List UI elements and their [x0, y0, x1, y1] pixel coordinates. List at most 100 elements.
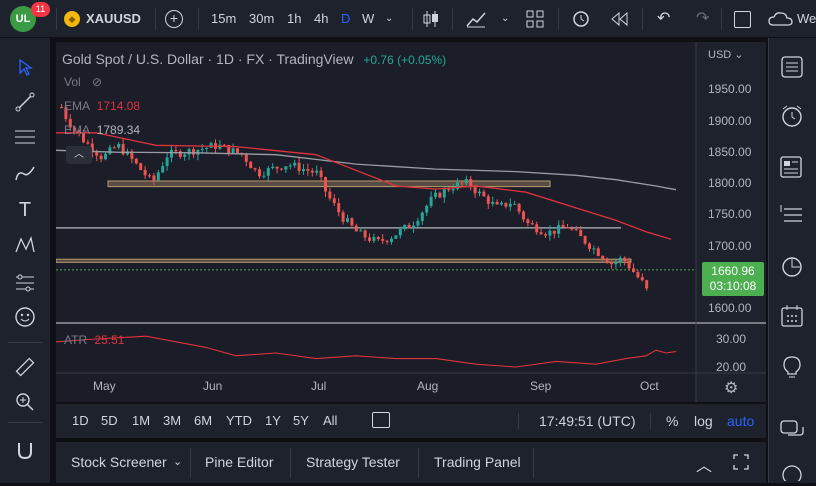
collapse-panel-chevron-icon[interactable]: ︿ — [696, 458, 713, 475]
atr-label: ATR — [64, 333, 88, 347]
atr-legend: ATR 25.51 — [64, 333, 124, 347]
range-3m[interactable]: 3M — [163, 413, 182, 428]
candle-body — [403, 224, 407, 230]
candle-body — [165, 157, 169, 167]
symbol-button[interactable]: ◆ XAUUSD — [62, 0, 144, 38]
candle-body — [420, 212, 424, 221]
vol-legend: Vol ⊘ — [64, 75, 102, 89]
prediction-icon[interactable] — [10, 267, 40, 297]
brush-icon[interactable] — [10, 158, 40, 188]
interval-1h[interactable]: 1h — [287, 11, 302, 26]
data-window-icon[interactable] — [777, 252, 807, 282]
tab-strategy-tester[interactable]: Strategy Tester — [306, 454, 400, 470]
candle-body — [385, 240, 389, 242]
candle-body — [222, 144, 226, 146]
calendar-icon[interactable] — [777, 301, 807, 331]
candle-body — [464, 179, 468, 184]
undo-icon[interactable]: ↶ — [657, 10, 671, 27]
range-5d[interactable]: 5D — [101, 413, 118, 428]
magnet-icon[interactable] — [10, 436, 40, 466]
text-tool-icon[interactable]: T — [18, 198, 32, 221]
log-toggle[interactable]: log — [694, 413, 713, 429]
lightbulb-icon[interactable] — [777, 352, 807, 382]
redo-icon[interactable]: ↷ — [696, 10, 710, 27]
indicators-chevron-icon[interactable]: ⌄ — [501, 13, 510, 24]
candle-body — [297, 162, 301, 172]
candles-icon[interactable] — [422, 10, 440, 28]
range-5y[interactable]: 5Y — [293, 413, 309, 428]
alarm-clock-icon[interactable] — [777, 101, 807, 131]
support-zone — [56, 258, 632, 263]
replay-icon[interactable] — [610, 11, 630, 27]
utc-clock[interactable]: 17:49:51 (UTC) — [539, 413, 636, 429]
candle-body — [381, 239, 385, 241]
atr-line — [56, 335, 677, 368]
chart-title: Gold Spot / U.S. Dollar · 1D · FX · Trad… — [62, 51, 354, 67]
alert-clock-icon[interactable] — [571, 9, 591, 29]
candle-body — [275, 166, 279, 169]
layout-grid-icon[interactable] — [526, 10, 544, 28]
chats-icon[interactable] — [777, 416, 807, 446]
chart-settings-gear-icon[interactable]: ⚙ — [724, 380, 739, 397]
chart-pane[interactable]: Gold Spot / U.S. Dollar · 1D · FX · Trad… — [56, 42, 766, 402]
candle-body — [209, 143, 213, 148]
collapse-legend-button[interactable]: ︿ — [66, 146, 92, 164]
percent-toggle[interactable]: % — [666, 413, 679, 429]
interval-30m[interactable]: 30m — [249, 11, 275, 26]
range-ytd[interactable]: YTD — [226, 413, 252, 428]
currency-selector[interactable]: USD ⌄ — [708, 49, 744, 61]
cursor-arrow-icon[interactable] — [10, 52, 40, 82]
price-tick: 1750.00 — [708, 207, 752, 221]
range-1y[interactable]: 1Y — [265, 413, 281, 428]
tab-trading-panel[interactable]: Trading Panel — [434, 454, 521, 470]
candle-body — [227, 144, 231, 154]
interval-w[interactable]: W — [362, 11, 375, 26]
auto-toggle[interactable]: auto — [727, 413, 755, 429]
candle-body — [332, 198, 336, 204]
candle-body — [548, 230, 552, 236]
trend-line-icon[interactable] — [10, 87, 40, 117]
symbol-label: XAUUSD — [86, 11, 141, 26]
interval-15m[interactable]: 15m — [211, 11, 237, 26]
range-6m[interactable]: 6M — [194, 413, 213, 428]
range-all[interactable]: All — [323, 413, 338, 428]
candle-body — [610, 263, 613, 265]
candle-body — [64, 107, 68, 120]
candle-body — [346, 218, 349, 222]
screener-chevron-icon[interactable]: ⌄ — [173, 456, 183, 468]
ruler-icon[interactable] — [10, 352, 40, 382]
fullscreen-square-icon[interactable] — [734, 11, 751, 28]
candle-body — [522, 211, 525, 220]
time-tick: May — [93, 379, 116, 393]
ideas-list-icon[interactable] — [777, 200, 807, 230]
cloud-icon[interactable] — [768, 10, 794, 28]
candle-body — [398, 229, 402, 236]
ema-slow-label: EMA — [64, 123, 90, 137]
interval-chevron-icon[interactable]: ⌄ — [385, 13, 394, 24]
fib-levels-icon[interactable] — [10, 122, 40, 152]
zoom-in-icon[interactable] — [10, 387, 40, 417]
range-1m[interactable]: 1M — [132, 413, 151, 428]
interval-d[interactable]: D — [341, 11, 351, 26]
candle-body — [112, 147, 116, 149]
tab-stock-screener[interactable]: Stock Screener — [71, 454, 167, 470]
compare-add-icon[interactable]: + — [165, 10, 183, 28]
help-icon[interactable] — [777, 456, 807, 486]
candle-body — [438, 192, 442, 198]
emoji-icon[interactable] — [10, 302, 40, 332]
pattern-icon[interactable] — [10, 230, 40, 260]
candle-body — [566, 227, 569, 229]
candle-body — [284, 166, 288, 170]
cut-label: We — [797, 11, 816, 26]
range-1d[interactable]: 1D — [72, 413, 89, 428]
candle-body — [280, 168, 283, 170]
goto-date-icon[interactable] — [372, 412, 390, 428]
candle-body — [359, 230, 363, 232]
tab-pine-editor[interactable]: Pine Editor — [205, 454, 274, 470]
watchlist-icon[interactable] — [777, 52, 807, 82]
eye-off-icon[interactable]: ⊘ — [92, 75, 103, 89]
maximize-panel-icon[interactable] — [733, 454, 749, 470]
news-icon[interactable] — [777, 152, 807, 182]
interval-4h[interactable]: 4h — [314, 11, 329, 26]
indicators-icon[interactable] — [466, 10, 486, 28]
